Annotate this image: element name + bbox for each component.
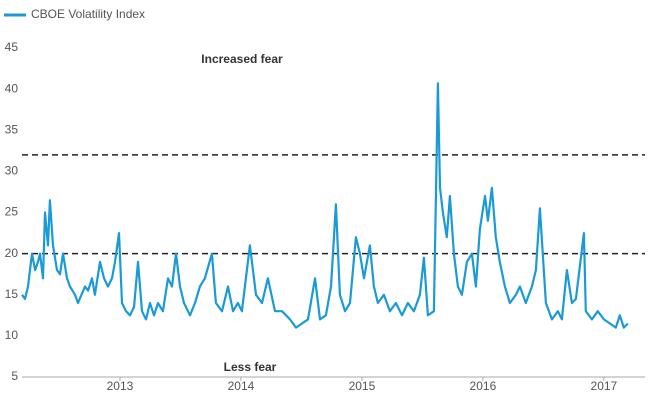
y-tick-label: 30	[5, 164, 19, 178]
x-tick-label: 2013	[107, 379, 134, 393]
annotation: Less fear	[224, 360, 277, 374]
x-tick-label: 2017	[591, 379, 618, 393]
y-tick-label: 20	[5, 246, 19, 260]
y-tick-label: 5	[11, 369, 18, 383]
y-tick-label: 40	[5, 81, 19, 95]
x-tick-label: 2015	[349, 379, 376, 393]
y-tick-label: 45	[5, 40, 19, 54]
y-tick-label: 10	[5, 328, 19, 342]
annotation: Increased fear	[201, 52, 283, 66]
y-tick-label: 35	[5, 122, 19, 136]
y-tick-label: 25	[5, 205, 19, 219]
legend-label: CBOE Volatility Index	[31, 7, 145, 21]
y-tick-label: 15	[5, 287, 19, 301]
series-line	[21, 82, 629, 329]
x-tick-label: 2014	[228, 379, 255, 393]
x-tick-label: 2016	[470, 379, 497, 393]
